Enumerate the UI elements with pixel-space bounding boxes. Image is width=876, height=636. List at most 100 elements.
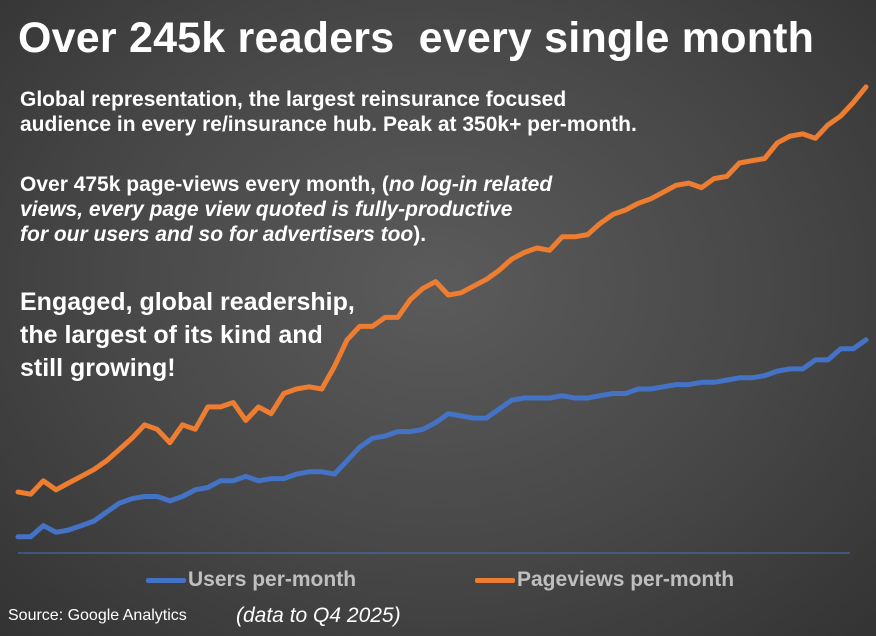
- data-point-users: [497, 407, 501, 411]
- data-point-users: [548, 396, 552, 400]
- p1-line-1: Global representation, the largest reins…: [20, 88, 567, 111]
- data-point-users: [383, 434, 387, 438]
- legend-item-pageviews: Pageviews per-month: [475, 568, 734, 592]
- data-point-users: [244, 474, 248, 478]
- p2-line-1: Over 475k page-views every month, (no lo…: [20, 172, 552, 197]
- data-point-users: [193, 488, 197, 492]
- series-line-pageviews: [15, 84, 869, 497]
- data-point-pageviews: [41, 479, 45, 483]
- data-point-pageviews: [788, 134, 792, 138]
- legend-swatch-users: [146, 577, 186, 583]
- data-point-pageviews: [219, 405, 222, 409]
- data-point-users: [687, 383, 691, 387]
- data-point-users: [282, 477, 286, 481]
- data-point-pageviews: [687, 181, 691, 185]
- data-point-users: [560, 394, 564, 398]
- data-point-users: [712, 380, 716, 384]
- data-point-users: [16, 535, 20, 539]
- data-point-pageviews: [864, 85, 868, 89]
- series-line-users: [15, 337, 869, 540]
- data-point-users: [586, 396, 590, 400]
- data-point-users: [396, 430, 400, 434]
- p3-line-2: the largest of its kind and: [20, 321, 323, 349]
- data-point-users: [674, 383, 678, 387]
- data-point-users: [370, 436, 374, 440]
- p2-line-2: views, every page view quoted is fully-p…: [20, 197, 552, 222]
- p2-tail: ).: [413, 223, 427, 246]
- data-point-pageviews: [79, 474, 83, 478]
- p2-italic-1: no log-in related: [388, 173, 553, 196]
- data-point-users: [801, 367, 805, 371]
- data-point-users: [168, 499, 172, 503]
- data-point-users: [269, 477, 273, 481]
- data-point-pageviews: [434, 280, 438, 284]
- data-point-pageviews: [813, 136, 817, 140]
- data-point-users: [41, 524, 45, 528]
- data-point-pageviews: [586, 233, 590, 237]
- data-point-pageviews: [649, 197, 653, 201]
- data-point-pageviews: [67, 481, 71, 485]
- data-point-pageviews: [332, 365, 336, 369]
- data-point-users: [434, 421, 438, 425]
- data-point-pageviews: [358, 324, 362, 328]
- data-point-users: [358, 445, 362, 449]
- p3-line-3: still growing!: [20, 354, 176, 382]
- data-point-pageviews: [370, 324, 374, 328]
- p2-italic-2: views, every page view quoted is fully-p…: [20, 198, 513, 221]
- data-point-pageviews: [700, 186, 703, 190]
- data-point-users: [320, 470, 324, 474]
- data-point-users: [510, 398, 514, 402]
- data-point-users: [636, 387, 640, 391]
- data-point-pageviews: [383, 315, 387, 319]
- data-point-users: [67, 528, 71, 532]
- p2-lead: Over 475k page-views every month, (: [20, 173, 389, 196]
- data-point-pageviews: [801, 132, 805, 136]
- data-point-pageviews: [408, 298, 412, 301]
- data-point-users: [92, 519, 96, 523]
- data-point-users: [535, 396, 539, 400]
- p2-italic-3: for our users and so for advertisers too: [20, 223, 414, 246]
- data-point-pageviews: [257, 405, 260, 409]
- data-point-pageviews: [522, 251, 526, 254]
- data-point-users: [611, 392, 615, 395]
- data-point-users: [105, 510, 109, 514]
- data-point-pageviews: [826, 123, 830, 127]
- data-point-pageviews: [750, 159, 754, 163]
- p2-line-3: for our users and so for advertisers too…: [20, 222, 552, 247]
- data-point-pageviews: [851, 101, 855, 104]
- data-point-users: [345, 459, 349, 463]
- legend-label-pageviews: Pageviews per-month: [517, 568, 735, 591]
- data-point-pageviews: [484, 277, 488, 281]
- p3-line-1: Engaged, global readership,: [20, 288, 355, 316]
- data-point-pageviews: [396, 315, 400, 319]
- data-point-users: [117, 501, 121, 505]
- data-point-pageviews: [662, 190, 665, 194]
- data-point-pageviews: [294, 387, 298, 391]
- data-point-pageviews: [244, 418, 248, 422]
- data-point-pageviews: [193, 427, 197, 431]
- data-point-pageviews: [446, 293, 450, 297]
- data-point-users: [522, 396, 526, 400]
- data-point-users: [788, 367, 792, 371]
- data-point-pageviews: [16, 490, 20, 494]
- data-point-users: [155, 495, 159, 498]
- data-point-users: [839, 347, 843, 351]
- data-point-pageviews: [345, 338, 349, 342]
- data-point-users: [446, 412, 450, 416]
- data-point-pageviews: [143, 423, 147, 427]
- data-point-users: [649, 387, 653, 391]
- data-point-pageviews: [737, 161, 741, 165]
- data-point-users: [725, 378, 729, 382]
- data-point-pageviews: [282, 392, 286, 395]
- global-representation-text: Global representation, the largest reins…: [20, 87, 637, 137]
- data-point-pageviews: [231, 401, 235, 404]
- data-point-users: [573, 396, 577, 400]
- data-point-users: [307, 470, 311, 474]
- data-point-users: [294, 472, 298, 476]
- data-point-pageviews: [320, 387, 324, 391]
- data-point-users: [130, 497, 134, 501]
- data-point-pageviews: [839, 114, 843, 118]
- data-point-pageviews: [611, 212, 615, 216]
- data-point-users: [750, 376, 754, 380]
